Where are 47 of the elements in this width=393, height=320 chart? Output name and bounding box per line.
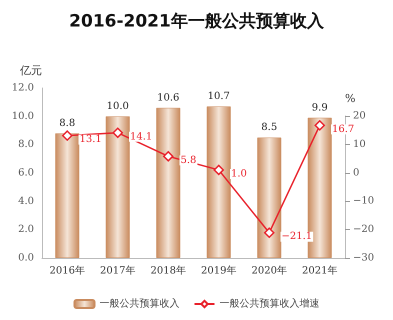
bar (257, 138, 282, 258)
data-label: 8.8 (59, 118, 76, 129)
data-label: 8.5 (261, 122, 278, 134)
y-tick-label: 6.0 (18, 168, 34, 178)
data-label: 10.0 (106, 100, 129, 112)
legend-label: 一般公共预算收入 (100, 298, 180, 310)
y2-tick-label: −30 (353, 252, 374, 264)
y2-tick-label: −10 (353, 196, 374, 207)
data-label: 5.8 (180, 154, 196, 166)
chart-title: 2016-2021年一般公共预算收入 (69, 12, 325, 32)
bar (55, 133, 80, 258)
data-label: 1.0 (231, 168, 247, 180)
y-tick-label: 10.0 (12, 110, 34, 122)
point (163, 151, 174, 162)
data-label: 13.1 (80, 134, 102, 146)
bar (206, 106, 231, 258)
y2-tick-label: 0 (353, 167, 360, 178)
y-axis-title: 亿元 (19, 64, 42, 77)
point (62, 130, 72, 141)
data-label: 16.7 (332, 124, 354, 135)
data-label: 10.7 (208, 90, 230, 102)
point (214, 164, 224, 176)
bar (106, 116, 130, 258)
data-label: 9.9 (312, 102, 328, 114)
y-tick-label: 2.0 (18, 224, 34, 236)
y-tick-label: 4.0 (18, 196, 34, 207)
y2-tick-label: −20 (353, 224, 374, 236)
point (264, 227, 274, 238)
data-label: 14.1 (130, 131, 152, 142)
data-label: −21.1 (282, 231, 312, 242)
legend-label: 一般公共预算收入增速 (220, 298, 320, 310)
x-tick-label: 2021年 (302, 264, 338, 276)
x-tick-label: 2020年 (252, 264, 287, 276)
y2-axis-title: % (345, 92, 356, 105)
y2-tick-label: 20 (353, 110, 366, 122)
y2-tick-label: 10 (353, 138, 366, 150)
data-label: 10.6 (157, 92, 180, 104)
y-tick-label: 0.0 (18, 252, 34, 264)
bar (156, 108, 180, 258)
x-tick-label: 2018年 (150, 264, 186, 276)
y-tick-label: 8.0 (18, 139, 34, 150)
y-tick-label: 12.0 (12, 82, 34, 94)
x-tick-label: 2019年 (201, 264, 236, 276)
point (112, 128, 123, 138)
x-tick-label: 2017年 (100, 264, 136, 276)
x-tick-label: 2016年 (50, 264, 85, 276)
point (314, 120, 325, 131)
